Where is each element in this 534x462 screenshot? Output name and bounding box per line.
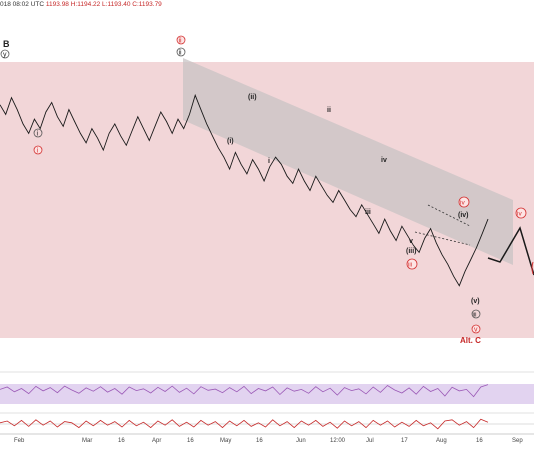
x-tick-label: Feb (14, 438, 25, 444)
x-tick-label: Sep (512, 438, 523, 444)
wave-label-small-i: i (268, 158, 270, 165)
svg-text:ii: ii (179, 38, 183, 45)
wave-label-paren-i: (i) (227, 138, 234, 145)
projection-path (487, 226, 534, 276)
svg-text:iii: iii (473, 313, 477, 319)
svg-text:iii: iii (408, 263, 412, 269)
wave-label-paren-iii: (iii) (406, 248, 417, 255)
svg-text:i: i (37, 148, 39, 155)
header-ohlc: 1193.98 H:1194.22 L:1193.40 C:1193.79 (45, 1, 162, 8)
red-label-iii: iii (406, 258, 418, 270)
x-tick-label: Apr (152, 438, 161, 444)
rsi-line (0, 384, 489, 398)
wave-label-paren-v: (v) (471, 298, 480, 305)
price-series (0, 93, 489, 287)
red-label-ii: ii (176, 35, 186, 45)
red-label-iv: iv (458, 196, 470, 208)
x-tick-label: 16 (118, 438, 125, 444)
red-label-i: i (33, 145, 43, 155)
x-tick-label: Jun (296, 438, 306, 444)
red-edge-mark (531, 261, 534, 275)
red-label-iv-right: iv (515, 207, 527, 219)
svg-text:iv: iv (517, 211, 522, 218)
wave-label-y: y (0, 49, 10, 59)
x-tick-label: Jul (366, 438, 374, 444)
wedge-line-lower (414, 231, 471, 246)
downtrend-channel (183, 58, 513, 265)
svg-text:y: y (3, 52, 7, 59)
chart-header: 018 08:02 UTC 1193.98 H:1194.22 L:1193.4… (0, 0, 162, 10)
price-line (0, 93, 489, 287)
wave-label-B: B (3, 39, 10, 49)
wave-label-small-ii: ii (327, 107, 331, 114)
x-tick-label: 12:00 (330, 438, 346, 444)
wave-label-small-iv: iv (381, 157, 387, 164)
wave-label-paren-iv: (iv) (458, 212, 469, 219)
svg-text:v: v (474, 327, 478, 334)
wave-label-paren-ii: (ii) (248, 94, 257, 101)
wave-label-circ-iii: iii (471, 309, 481, 319)
x-tick-label: 17 (401, 438, 408, 444)
oscillator-line (0, 418, 489, 430)
red-label-alt-c: Alt. C (460, 336, 481, 345)
svg-text:iv: iv (460, 200, 465, 207)
svg-text:ii: ii (179, 50, 183, 57)
x-tick-label: 16 (256, 438, 263, 444)
svg-text:i: i (37, 131, 39, 138)
wave-label-small-iii: iii (365, 209, 371, 216)
red-label-v: v (471, 324, 481, 334)
wave-label-ii-top: ii (176, 47, 186, 57)
x-tick-label: 16 (476, 438, 483, 444)
header-datetime: 018 08:02 UTC (0, 1, 45, 8)
x-tick-label: Aug (436, 438, 447, 444)
rsi-band (0, 384, 534, 404)
x-tick-label: 16 (187, 438, 194, 444)
wave-label-i-low: i (33, 128, 43, 138)
x-tick-label: May (220, 438, 231, 444)
x-tick-label: Mar (82, 438, 92, 444)
wave-label-small-v: v (409, 238, 413, 245)
x-axis-ticks: Feb Mar 16 Apr 16 May 16 Jun 12:00 Jul 17 Aug 16 Sep (14, 438, 523, 444)
